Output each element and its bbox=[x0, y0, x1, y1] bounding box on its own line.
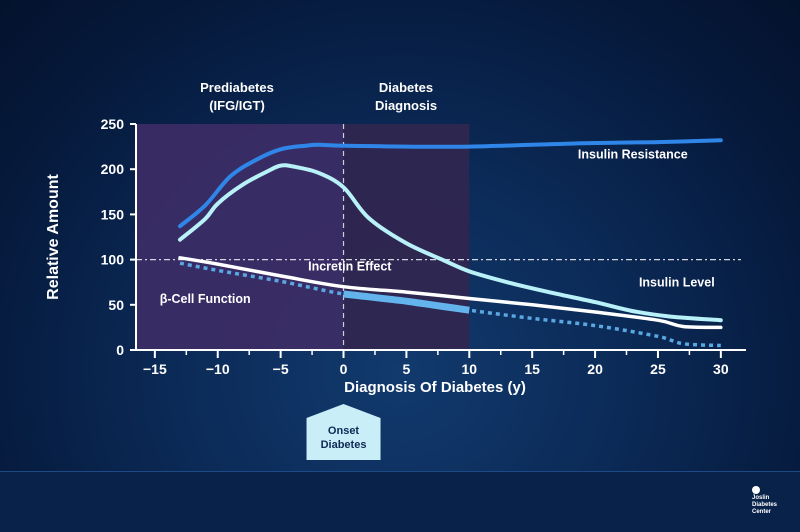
y-tick-label: 50 bbox=[108, 297, 124, 313]
series-line-1 bbox=[178, 138, 723, 229]
x-tick-label: 20 bbox=[587, 361, 603, 377]
y-tick-label: 100 bbox=[101, 252, 125, 268]
y-tick-label: 200 bbox=[101, 161, 125, 177]
x-axis-label: Diagnosis Of Diabetes (y) bbox=[344, 379, 526, 396]
x-tick-label: 10 bbox=[462, 361, 478, 377]
series-layer bbox=[136, 124, 741, 350]
labels-layer: Prediabetes (IFG/IGT) Diabetes Diagnosis Ins… bbox=[160, 80, 715, 460]
onset-marker-label: Onset bbox=[328, 425, 360, 437]
region-label: Diabetes bbox=[379, 80, 433, 95]
x-tick-label: −10 bbox=[206, 361, 230, 377]
y-axis-label: Relative Amount bbox=[45, 174, 62, 300]
x-tick-label: −15 bbox=[143, 361, 167, 377]
region-label: Diagnosis bbox=[375, 98, 437, 113]
logo-line-2: Diabetes bbox=[752, 502, 778, 508]
x-tick-label: 15 bbox=[524, 361, 540, 377]
x-tick-label: 0 bbox=[340, 361, 348, 377]
logo-line-1: Joslin bbox=[752, 495, 770, 501]
series-line-2 bbox=[178, 163, 723, 323]
x-tick-label: 25 bbox=[650, 361, 666, 377]
onset-marker-label: Diabetes bbox=[321, 439, 367, 451]
logo-line-3: Center bbox=[752, 509, 772, 515]
series-annotation: Insulin Level bbox=[639, 276, 715, 290]
region-label: Prediabetes bbox=[200, 80, 274, 95]
series-annotation: Incretin Effect bbox=[308, 259, 392, 273]
series-annotation: Insulin Resistance bbox=[578, 147, 688, 161]
y-tick-label: 0 bbox=[116, 342, 124, 358]
region-label: (IFG/IGT) bbox=[209, 98, 265, 113]
joslin-logo-icon bbox=[752, 486, 760, 494]
series-annotation: β-Cell Function bbox=[160, 292, 251, 306]
x-tick-label: 30 bbox=[713, 361, 729, 377]
y-tick-label: 250 bbox=[101, 116, 125, 132]
axes: 0 50 100 150 200 250 −15 −10 −5 0 5 10 15 20 25 30 Diagn… bbox=[45, 116, 746, 396]
region-1 bbox=[136, 124, 344, 350]
series-line-3 bbox=[178, 256, 723, 330]
footer-bar bbox=[0, 471, 800, 532]
beta-cell-highlight bbox=[343, 290, 470, 314]
x-tick-label: 5 bbox=[403, 361, 411, 377]
y-tick-label: 150 bbox=[101, 206, 125, 222]
x-tick-label: −5 bbox=[273, 361, 289, 377]
region-2 bbox=[343, 124, 470, 350]
onset-diabetes-marker bbox=[306, 404, 381, 460]
regions-layer bbox=[136, 124, 470, 350]
joslin-logo: Joslin Diabetes Center bbox=[752, 486, 792, 516]
